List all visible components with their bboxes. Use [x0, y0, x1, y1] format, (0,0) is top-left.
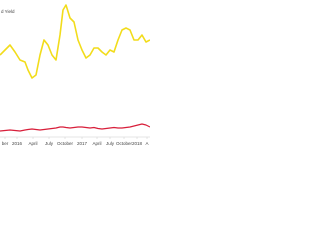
x-tick-label: April — [28, 141, 37, 146]
x-tick-label: 2018 — [132, 141, 143, 146]
series-line — [0, 4, 150, 79]
x-tick-label: July — [106, 141, 115, 146]
series-line — [0, 123, 150, 132]
x-tick-label: 2017 — [77, 141, 88, 146]
x-tick-label: July — [45, 141, 54, 146]
page: {"chart_data": {"type": "line", "title":… — [0, 4, 150, 147]
x-tick-label: A — [145, 141, 148, 146]
chart: d Yield ber 2016 April July October 2017 April… — [0, 4, 150, 146]
chart-title: d Yield — [1, 9, 15, 14]
x-tick-label: 2016 — [12, 141, 23, 146]
x-tick-label: ber — [2, 141, 9, 146]
x-tick-label: October — [57, 141, 74, 146]
x-tick-label: April — [92, 141, 101, 146]
x-tick-label: October — [116, 141, 133, 146]
